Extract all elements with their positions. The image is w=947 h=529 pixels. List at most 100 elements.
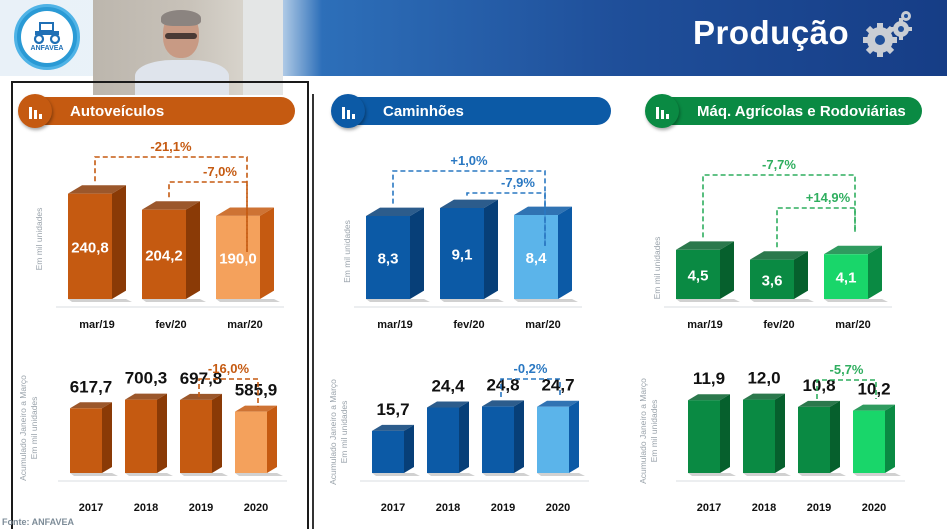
chart-caminhoes-accumulated: Acumulado Janeiro a Março Em mil unidades…: [328, 361, 589, 514]
bar-side: [558, 206, 572, 299]
x-tick-label: fev/20: [155, 319, 186, 331]
tractor-icon: [33, 22, 61, 44]
bar-side: [112, 185, 126, 299]
bar: [68, 193, 112, 299]
bar-side: [212, 393, 222, 473]
section-title: Caminhões: [383, 102, 464, 120]
bar-side: [830, 400, 840, 473]
data-label: 8,3: [378, 251, 399, 268]
bar-side: [720, 394, 730, 473]
percent-change-label: +14,9%: [806, 190, 851, 205]
bar-shadow: [514, 299, 578, 302]
bar-top: [70, 402, 112, 409]
bar: [676, 249, 720, 299]
bar: [853, 410, 885, 473]
bar-chart-icon: [645, 94, 679, 128]
gears-icon: [863, 11, 912, 57]
data-label: 9,1: [452, 247, 473, 264]
bar-chart-icon: [331, 94, 365, 128]
bar-side: [885, 404, 895, 473]
x-tick-label: mar/20: [835, 319, 870, 331]
comparison-bracket: [94, 156, 248, 252]
bar-side: [267, 405, 277, 473]
bar: [125, 399, 157, 473]
data-label: 12,0: [747, 369, 780, 388]
x-tick-label: 2018: [436, 502, 460, 514]
bar-shadow: [676, 299, 740, 302]
bar: [427, 407, 459, 473]
bar-top: [824, 245, 882, 255]
x-tick-label: 2019: [491, 502, 515, 514]
x-tick-label: mar/20: [227, 319, 262, 331]
bar-shadow: [688, 473, 736, 476]
bar-top: [537, 400, 579, 407]
section-divider: [312, 94, 314, 529]
bar-side: [484, 199, 498, 299]
bar-shadow: [366, 299, 430, 302]
bar-top: [743, 393, 785, 400]
x-tick-label: 2017: [381, 502, 405, 514]
bar-chart-icon: [18, 94, 52, 128]
page-title: Produção: [693, 14, 850, 51]
bar: [750, 259, 794, 299]
bar-top: [180, 393, 222, 400]
percent-change-label: -16,0%: [208, 361, 250, 376]
data-label: 617,7: [70, 377, 113, 396]
bar-shadow: [216, 299, 280, 302]
section-header-maquinas: Máq. Agrícolas e Rodoviárias: [645, 94, 922, 128]
section-title: Máq. Agrícolas e Rodoviárias: [697, 102, 906, 120]
bar-shadow: [125, 473, 173, 476]
comparison-bracket: [392, 170, 546, 246]
data-label: 4,5: [688, 267, 709, 284]
x-tick-label: mar/19: [79, 319, 114, 331]
y-axis-label: Acumulado Janeiro a Março: [18, 375, 28, 481]
bar-side: [569, 400, 579, 473]
data-label: 700,3: [125, 369, 168, 388]
bar-shadow: [482, 473, 530, 476]
bar-shadow: [235, 473, 283, 476]
y-axis-label-2: Em mil unidades: [29, 397, 39, 460]
y-axis-label-2: Em mil unidades: [339, 401, 349, 464]
comparison-bracket: [500, 378, 561, 397]
bar-shadow: [853, 473, 901, 476]
y-axis-label: Acumulado Janeiro a Março: [328, 379, 338, 485]
bar-side: [186, 201, 200, 299]
data-label: 15,7: [376, 400, 409, 419]
bar-side: [868, 245, 882, 299]
bar-top: [440, 199, 498, 208]
x-tick-label: 2019: [807, 502, 831, 514]
chart-caminhoes-monthly: Em mil unidades 8,3 mar/19 9,1 fev/20 8,4 mar/…: [342, 153, 582, 331]
x-tick-label: 2018: [134, 502, 158, 514]
percent-change-label: -0,2%: [514, 361, 548, 376]
x-tick-label: 2020: [244, 502, 268, 514]
data-label: 240,8: [71, 239, 109, 256]
bar: [70, 408, 102, 473]
bar: [824, 254, 868, 299]
comparison-bracket: [168, 181, 248, 252]
bar-shadow: [537, 473, 585, 476]
bar-top: [798, 400, 840, 407]
data-label: 8,4: [526, 250, 548, 267]
data-label: 3,6: [762, 272, 783, 289]
bar-side: [157, 393, 167, 473]
x-tick-label: mar/20: [525, 319, 560, 331]
x-tick-label: mar/19: [687, 319, 722, 331]
bar-side: [404, 424, 414, 473]
y-axis-label-2: Em mil unidades: [649, 400, 659, 463]
bar-top: [68, 185, 126, 194]
percent-change-label: -7,7%: [762, 157, 796, 172]
anfavea-logo: ANFAVEA: [14, 4, 80, 70]
bar-shadow: [180, 473, 228, 476]
percent-change-label: -5,7%: [830, 362, 864, 377]
data-label: 24,7: [541, 376, 574, 395]
bar-side: [102, 402, 112, 473]
bar-top: [853, 404, 895, 411]
section-title: Autoveículos: [70, 102, 165, 120]
data-label: 204,2: [145, 247, 183, 264]
bar-shadow: [750, 299, 814, 302]
percent-change-label: -7,0%: [203, 164, 237, 179]
x-tick-label: 2017: [697, 502, 721, 514]
data-label: 10,8: [802, 376, 835, 395]
comparison-bracket: [466, 192, 546, 246]
data-label: 10,2: [857, 380, 890, 399]
